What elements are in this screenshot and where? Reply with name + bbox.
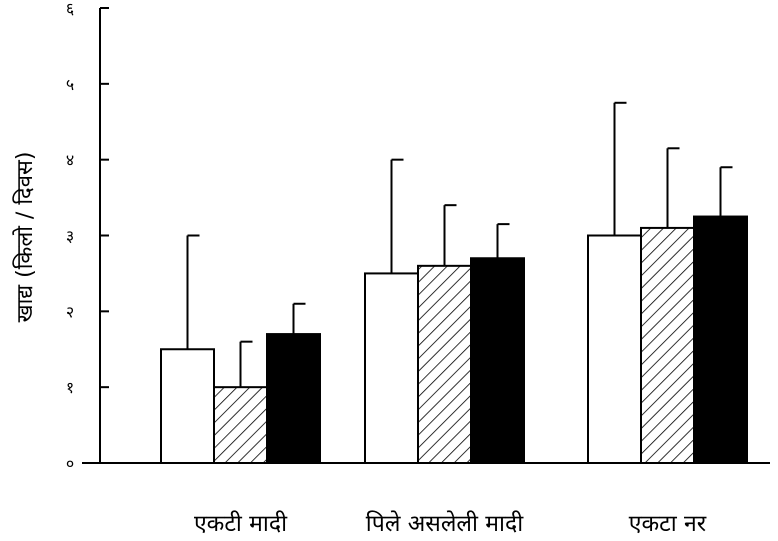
y-tick-label: ० — [66, 454, 74, 473]
bar — [693, 215, 748, 464]
bars — [160, 101, 748, 465]
y-tick-label: ६ — [66, 0, 74, 18]
bar — [640, 226, 695, 464]
x-category-label: पिले असलेली मादी — [366, 510, 524, 537]
bar — [470, 257, 525, 464]
y-tick-label: १ — [66, 378, 74, 397]
labels: ० १ २ ३ ४ ५ ६ एकटी मादी पिले असलेली मादी एकटा नर — [66, 0, 707, 537]
y-tick-label: ४ — [66, 151, 74, 170]
x-category-label: एकटी मादी — [194, 510, 288, 537]
y-tick-label: २ — [66, 302, 74, 321]
bar — [160, 348, 215, 464]
bar — [587, 234, 642, 464]
bar — [213, 386, 268, 464]
x-category-label: एकटा नर — [629, 511, 707, 537]
bar — [364, 272, 419, 464]
y-tick-label: ५ — [66, 75, 74, 94]
bar — [417, 264, 472, 465]
y-tick-label: ३ — [66, 227, 74, 246]
y-axis-title: खाद्य (किलो / दिवस) — [12, 152, 38, 323]
bar — [266, 333, 321, 465]
